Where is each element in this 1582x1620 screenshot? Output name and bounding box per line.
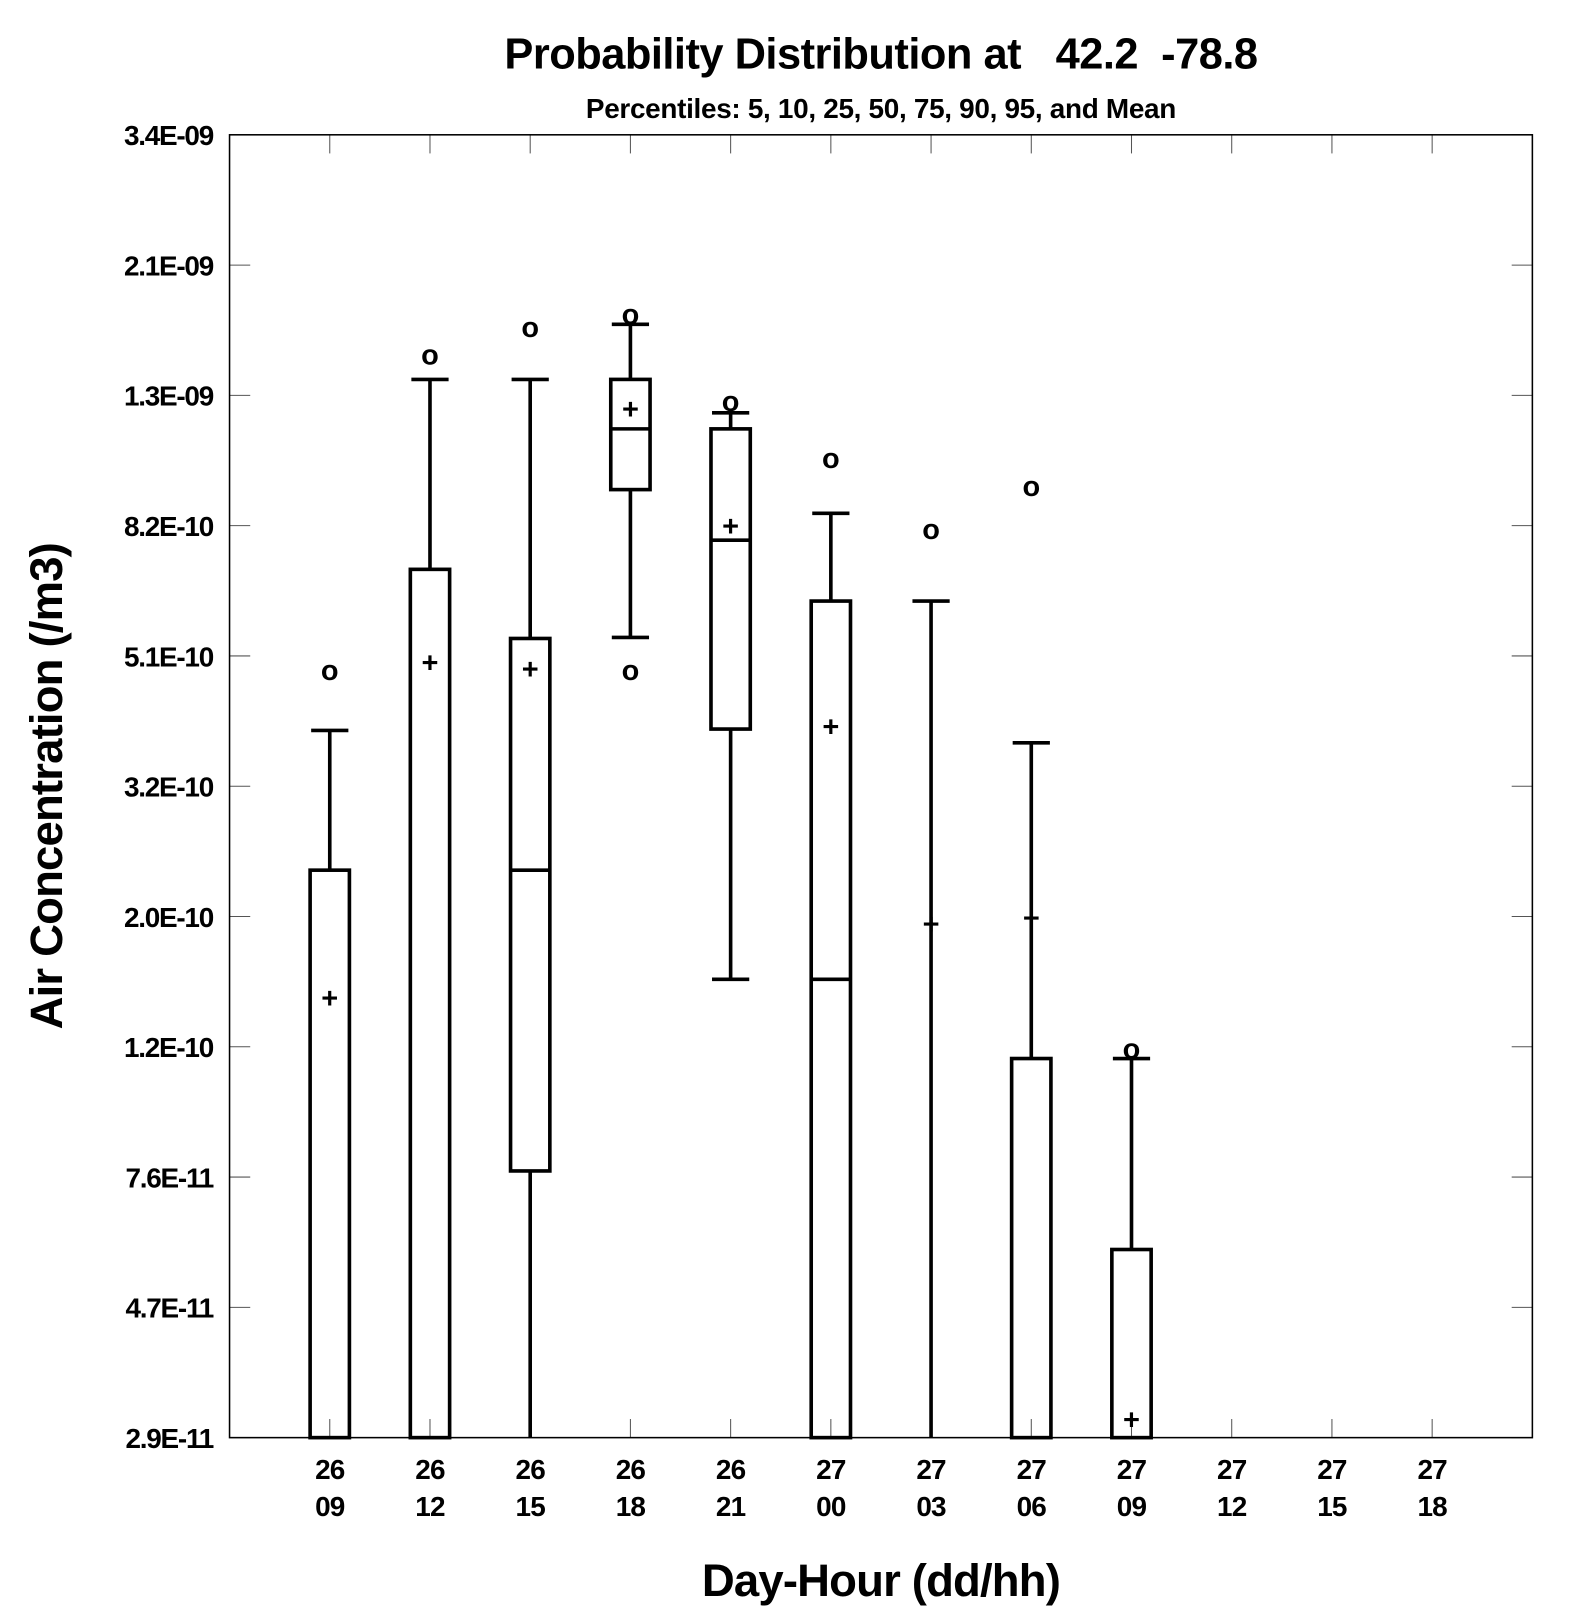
p95-marker: o [1022, 471, 1040, 503]
box-26-12: o+ [408, 339, 452, 1440]
p95-marker: o [421, 339, 439, 371]
iqr-box [1009, 1056, 1053, 1440]
axes: 3.4E-09 2.1E-09 1.3E-09 8.2E-10 5.1E-10 3.2E-… [124, 120, 1533, 1522]
box-marks: o+o+o+oo+ o+o+o+o+o+ [308, 299, 1153, 1440]
x-tick-label-day: 27 [1417, 1454, 1447, 1485]
box-26-15: o+ [508, 312, 552, 1438]
x-tick-label-day: 27 [1217, 1454, 1247, 1485]
p95-marker: o [1123, 1034, 1141, 1066]
iqr-box [408, 567, 452, 1440]
x-tick-label-day: 26 [415, 1454, 445, 1485]
x-tick-label-day: 27 [1017, 1454, 1047, 1485]
x-tick-label-hour: 03 [916, 1491, 946, 1522]
box-26-18: o o + [608, 299, 652, 687]
plot-frame [228, 134, 1534, 1439]
y-tick-label: 2.1E-09 [124, 250, 214, 281]
mean-marker: + [1023, 903, 1040, 935]
p5-marker: o [622, 655, 640, 687]
p95-marker: o [922, 514, 940, 546]
mean-marker: + [622, 394, 639, 426]
x-tick-label-day: 27 [1317, 1454, 1347, 1485]
x-tick-label-hour: 00 [816, 1491, 846, 1522]
x-tick-label-day: 27 [916, 1454, 946, 1485]
box-27-09: o+ [1110, 1034, 1153, 1440]
x-tick-label-hour: 15 [1317, 1491, 1347, 1522]
x-tick-label-day: 26 [516, 1454, 546, 1485]
y-tick-label: 1.2E-10 [124, 1032, 214, 1063]
chart-title: Probability Distribution at 42.2 -78.8 [504, 31, 1257, 79]
box-27-06: o+ [1009, 471, 1053, 1440]
mean-marker: + [822, 712, 839, 744]
iqr-box [709, 427, 753, 731]
p95-marker: o [521, 312, 539, 344]
p95-marker: o [321, 655, 339, 687]
mean-marker: + [923, 909, 940, 941]
y-tick-label: 8.2E-10 [124, 511, 214, 542]
x-axis-label: Day-Hour (dd/hh) [702, 1555, 1060, 1606]
mean-marker: + [722, 511, 739, 543]
mean-marker: + [422, 648, 439, 680]
y-tick-label: 3.4E-09 [124, 120, 214, 151]
x-tick-label-hour: 18 [616, 1491, 646, 1522]
box-27-00: o+ [809, 443, 853, 1440]
y-tick-label: 7.6E-11 [125, 1162, 213, 1193]
iqr-box [508, 636, 552, 1173]
y-tick-label: 3.2E-10 [124, 772, 214, 803]
iqr-box [608, 377, 652, 492]
box-26-21: o+ [709, 386, 753, 982]
x-tick-label-hour: 12 [1217, 1491, 1247, 1522]
x-tick-label-hour: 18 [1417, 1491, 1447, 1522]
x-tick-label-day: 27 [816, 1454, 846, 1485]
iqr-box [308, 868, 352, 1440]
p95-marker: o [722, 386, 740, 418]
x-tick-label-hour: 12 [415, 1491, 445, 1522]
x-tick-label-day: 27 [1117, 1454, 1147, 1485]
x-tick-label-hour: 06 [1017, 1491, 1047, 1522]
x-tick-label-hour: 09 [315, 1491, 345, 1522]
p95-marker: o [822, 443, 840, 475]
x-tick-label-day: 26 [315, 1454, 345, 1485]
y-tick-label: 1.3E-09 [124, 381, 214, 412]
x-tick-label-day: 26 [716, 1454, 746, 1485]
y-tick-label: 2.0E-10 [124, 902, 214, 933]
y-tick-label: 5.1E-10 [124, 641, 214, 672]
mean-marker: + [522, 654, 539, 686]
y-tick-label: 4.7E-11 [125, 1293, 213, 1324]
mean-marker: + [1123, 1405, 1140, 1437]
y-tick-label: 2.9E-11 [125, 1423, 213, 1454]
y-axis-label: Air Concentration (/m3) [21, 543, 72, 1029]
box-27-03: o+ [912, 514, 950, 1438]
p95-marker: o [622, 299, 640, 331]
box-26-09: o+ [308, 655, 352, 1440]
chart-subtitle: Percentiles: 5, 10, 25, 50, 75, 90, 95, … [586, 93, 1176, 124]
x-tick-label-hour: 21 [716, 1491, 746, 1522]
x-tick-label-hour: 15 [516, 1491, 546, 1522]
x-tick-label-day: 26 [616, 1454, 646, 1485]
mean-marker: + [321, 983, 338, 1015]
x-tick-label-hour: 09 [1117, 1491, 1147, 1522]
